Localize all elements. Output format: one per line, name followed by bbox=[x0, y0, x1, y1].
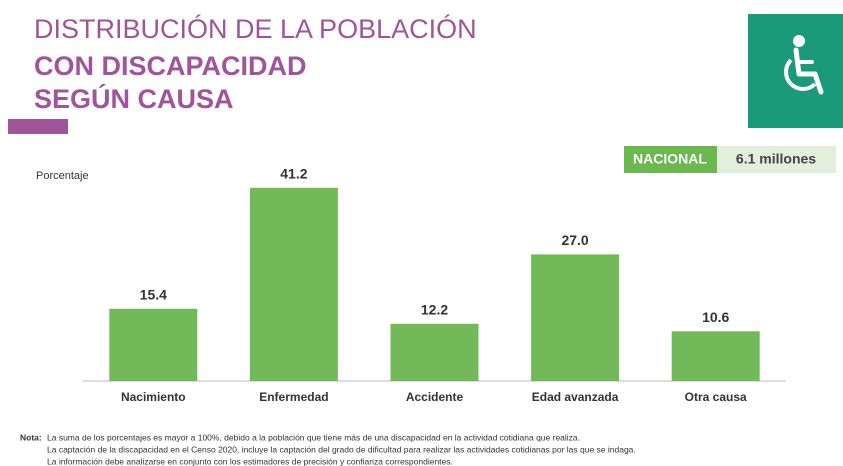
note-line: La información debe analizarse en conjun… bbox=[47, 456, 453, 466]
value-label: 10.6 bbox=[702, 309, 729, 325]
note-label: Nota: bbox=[20, 432, 42, 442]
value-label: 12.2 bbox=[421, 301, 448, 317]
note-line: La captación de la discapacidad en el Ce… bbox=[47, 444, 636, 454]
value-label: 15.4 bbox=[140, 286, 167, 302]
x-tick-label: Accidente bbox=[406, 390, 464, 404]
bar bbox=[390, 323, 479, 381]
title-accent bbox=[8, 119, 68, 134]
title-line: SEGÚN CAUSA bbox=[34, 83, 234, 114]
title-line: DISTRIBUCIÓN DE LA POBLACIÓN bbox=[34, 13, 477, 44]
note-line: La suma de los porcentajes es mayor a 10… bbox=[47, 432, 580, 442]
x-tick-label: Enfermedad bbox=[259, 390, 328, 404]
icon-box bbox=[748, 14, 843, 128]
bar bbox=[671, 331, 760, 381]
bar bbox=[249, 187, 338, 381]
y-axis-label: Porcentaje bbox=[36, 170, 89, 182]
badge-label: NACIONAL bbox=[633, 151, 707, 167]
badge-value: 6.1 millones bbox=[736, 151, 816, 167]
x-tick-label: Otra causa bbox=[685, 390, 747, 404]
badge-value-box bbox=[717, 146, 836, 173]
value-label: 41.2 bbox=[280, 166, 307, 182]
value-label: 27.0 bbox=[561, 232, 588, 248]
bar bbox=[531, 254, 620, 381]
x-tick-label: Edad avanzada bbox=[532, 390, 619, 404]
x-tick-label: Nacimiento bbox=[121, 390, 186, 404]
badge-label-box bbox=[624, 146, 717, 173]
bar bbox=[109, 308, 198, 381]
title-line: CON DISCAPACIDAD bbox=[34, 51, 307, 81]
